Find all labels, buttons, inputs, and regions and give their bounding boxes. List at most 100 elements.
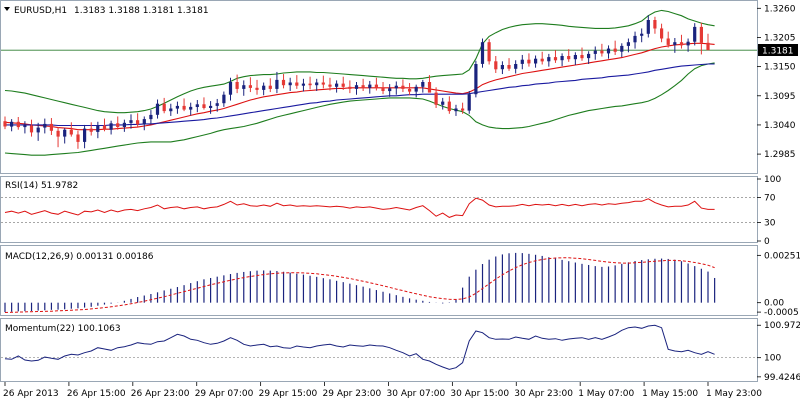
candle-body xyxy=(427,82,432,93)
candle-body xyxy=(500,65,504,70)
candle-body xyxy=(447,101,451,112)
candle-body xyxy=(573,55,577,60)
x-tick-label: 1 May 07:00 xyxy=(578,389,634,399)
candle-body xyxy=(640,33,644,36)
candle-body xyxy=(228,82,233,95)
candle-body xyxy=(29,125,34,133)
collapse-triangle-icon[interactable] xyxy=(4,7,10,11)
candle-body xyxy=(348,86,352,89)
rsi-y-tick-label: 100 xyxy=(764,175,781,185)
rsi-title: RSI(14) 51.9782 xyxy=(5,181,78,191)
price-panel-frame xyxy=(0,0,758,174)
candle-body xyxy=(23,125,27,128)
candle-body xyxy=(49,123,53,131)
candle-body xyxy=(441,101,445,105)
x-tick-label: 29 Apr 15:00 xyxy=(259,389,318,399)
x-tick-label: 30 Apr 15:00 xyxy=(450,389,509,399)
candle-body xyxy=(693,26,697,42)
candle-body xyxy=(76,134,80,142)
candle-body xyxy=(626,42,630,46)
momentum-panel-frame xyxy=(0,318,758,382)
candle-body xyxy=(653,20,657,29)
candle-body xyxy=(16,121,20,128)
candle-body xyxy=(341,83,345,87)
series-line-upper xyxy=(4,9,715,114)
candle-body xyxy=(474,64,478,95)
candle-body xyxy=(587,53,591,59)
candle-body xyxy=(613,48,617,52)
candle-body xyxy=(275,79,279,89)
candle-body xyxy=(102,125,107,130)
candle-body xyxy=(699,26,703,43)
macd-y-tick-label: 0.00251 xyxy=(764,251,800,261)
candle-body xyxy=(202,104,206,108)
candle-body xyxy=(706,42,710,51)
candle-body xyxy=(242,85,246,89)
candle-body xyxy=(162,103,166,112)
candle-body xyxy=(288,82,292,86)
price-panel xyxy=(1,9,757,156)
x-tick-label: 29 Apr 23:00 xyxy=(323,389,382,399)
momentum-y-tick-label: 99.4246 xyxy=(764,373,800,383)
candle-body xyxy=(248,85,252,88)
candle-body xyxy=(540,58,544,62)
price-y-tick-label: 1.3150 xyxy=(764,63,796,73)
candle-body xyxy=(129,120,133,123)
macd-panel xyxy=(4,252,716,313)
price-y-tick-label: 1.3095 xyxy=(764,92,796,102)
candle-body xyxy=(83,128,87,142)
macd-panel-frame xyxy=(0,245,758,316)
rsi-y-tick-label: 0 xyxy=(764,237,770,247)
candle-body xyxy=(43,123,47,128)
candle-body xyxy=(109,123,113,130)
candle-body xyxy=(189,106,193,110)
candle-body xyxy=(494,61,498,70)
panel-frames xyxy=(0,0,758,382)
candle-body xyxy=(600,50,604,54)
candle-body xyxy=(520,59,524,64)
x-tick-label: 26 Apr 15:00 xyxy=(67,389,126,399)
candle-body xyxy=(673,42,677,45)
macd-y-tick-label: 0.00 xyxy=(764,299,784,309)
momentum-title: Momentum(22) 100.1063 xyxy=(5,324,121,334)
candle-body xyxy=(301,83,305,86)
candle-body xyxy=(56,130,60,137)
candle-body xyxy=(89,128,93,132)
candle-body xyxy=(262,85,266,90)
candle-body xyxy=(169,108,173,112)
candle-body xyxy=(315,82,319,86)
candle-body xyxy=(215,103,219,106)
price-y-tick-label: 1.3040 xyxy=(764,121,796,131)
candle-body xyxy=(633,35,637,43)
x-tick-label: 29 Apr 07:00 xyxy=(195,389,254,399)
candle-body xyxy=(63,129,67,137)
candle-body xyxy=(3,121,7,127)
rsi-y-tick-label: 30 xyxy=(764,218,776,228)
candle-body xyxy=(408,88,412,92)
price-badge-bg xyxy=(758,44,798,56)
candle-body xyxy=(679,42,684,46)
candle-body xyxy=(122,122,126,127)
candle-body xyxy=(255,87,259,90)
candle-body xyxy=(361,85,365,88)
candle-body xyxy=(414,86,418,92)
candle-body xyxy=(36,127,40,133)
candle-body xyxy=(368,84,372,88)
x-tick-label: 1 May 23:00 xyxy=(706,389,762,399)
x-tick-label: 1 May 15:00 xyxy=(642,389,698,399)
candle-body xyxy=(527,59,531,64)
candle-body xyxy=(646,20,650,34)
candle-body xyxy=(394,85,398,89)
rsi-line xyxy=(4,197,715,218)
candle-body xyxy=(195,104,199,107)
candle-body xyxy=(480,42,485,64)
candle-body xyxy=(374,84,378,88)
rsi-panel-frame xyxy=(0,176,758,243)
series-line-ma_blue xyxy=(5,63,715,127)
candle-body xyxy=(660,28,664,39)
momentum-line xyxy=(4,324,715,370)
x-tick-label: 26 Apr 23:00 xyxy=(131,389,190,399)
candle-body xyxy=(454,108,458,112)
